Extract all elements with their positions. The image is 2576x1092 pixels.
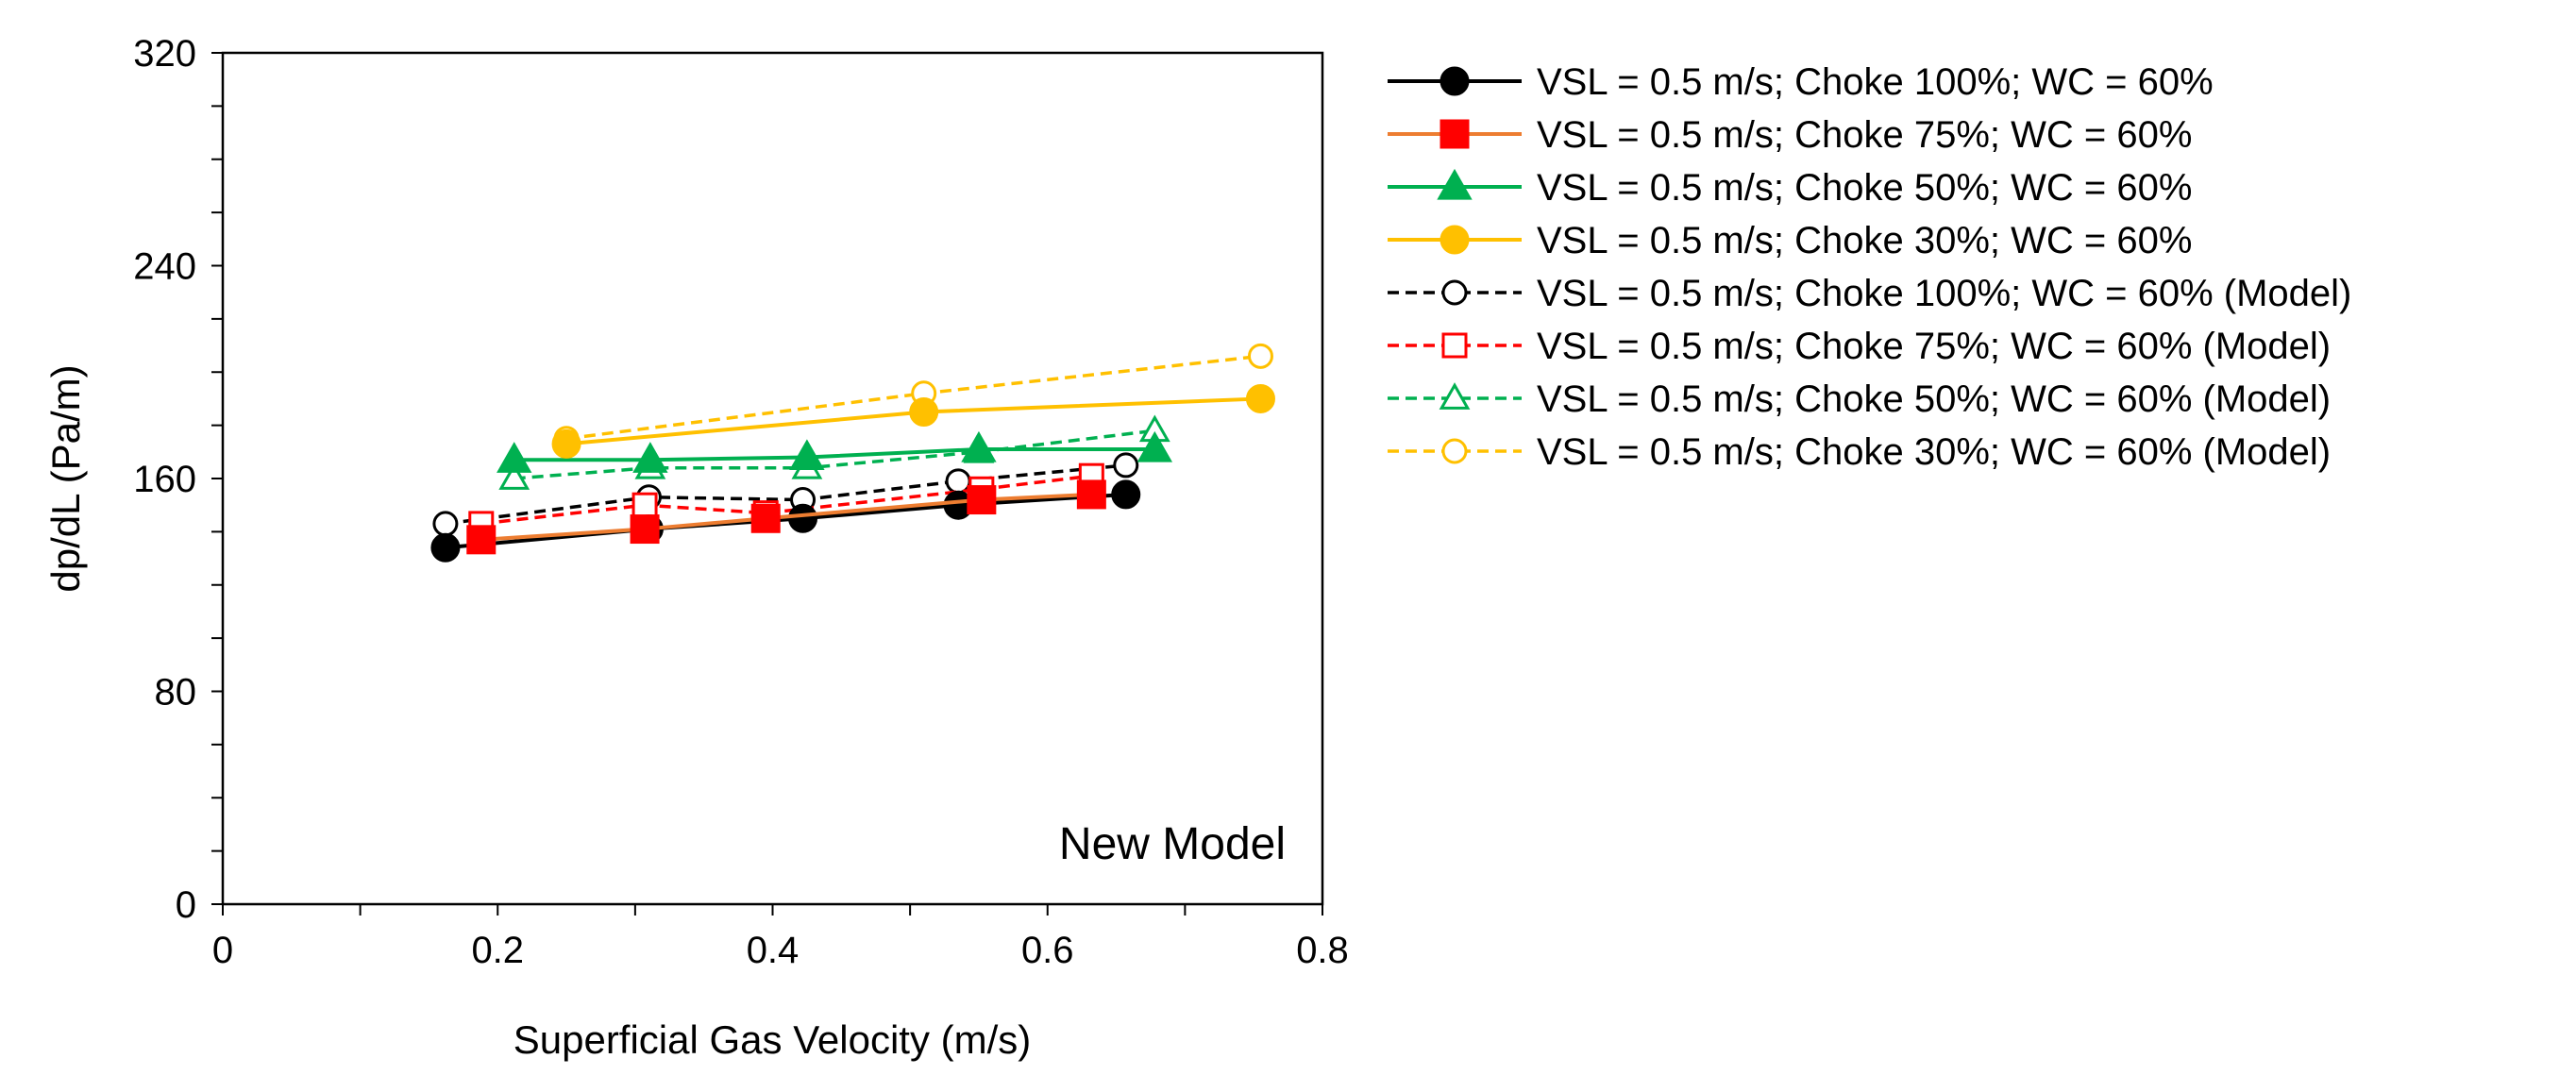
legend-label: VSL = 0.5 m/s; Choke 30%; WC = 60% [1537,220,2192,261]
legend-marker [1441,438,1468,464]
data-point [1076,479,1106,510]
y-tick-label: 80 [155,672,197,714]
x-tick-label: 0.4 [747,930,800,971]
y-tick-labels: 0 80 160 240 320 [133,33,196,926]
data-point [909,397,939,428]
series-3 [497,430,1173,473]
data-point [551,428,581,459]
series-2 [466,479,1106,555]
new-model-annotation: New Model [1059,819,1286,869]
x-axis-title: Superficial Gas Velocity (m/s) [514,1017,1032,1062]
legend-marker [1440,225,1470,255]
legend-item: VSL = 0.5 m/s; Choke 30%; WC = 60% (Mode… [1388,431,2331,473]
x-tick-label: 0.2 [471,930,524,971]
plot-area [221,51,1324,906]
legend-label: VSL = 0.5 m/s; Choke 50%; WC = 60% (Mode… [1537,378,2331,420]
legend-label: VSL = 0.5 m/s; Choke 50%; WC = 60% [1537,167,2192,209]
data-point [1113,452,1139,479]
legend-label: VSL = 0.5 m/s; Choke 75%; WC = 60% (Mode… [1537,326,2331,367]
y-tick-label: 320 [133,33,196,75]
data-point [1111,479,1141,510]
data-point [631,492,658,518]
legend-marker [1441,279,1468,306]
legend-label: VSL = 0.5 m/s; Choke 100%; WC = 60% [1537,61,2214,103]
data-point [750,503,781,533]
x-tick-label: 0 [212,930,233,971]
legend-label: VSL = 0.5 m/s; Choke 75%; WC = 60% [1537,114,2192,156]
legend-item: VSL = 0.5 m/s; Choke 50%; WC = 60% [1388,167,2192,209]
data-point [632,442,668,473]
legend-marker [1439,382,1471,410]
data-point [630,514,660,545]
series-layer [430,343,1275,563]
legend-item: VSL = 0.5 m/s; Choke 100%; WC = 60% (Mod… [1388,273,2351,314]
legend-item: VSL = 0.5 m/s; Choke 75%; WC = 60% (Mode… [1388,326,2331,367]
data-point [432,511,459,537]
x-tick-label: 0.8 [1296,930,1349,971]
series-line [480,474,1092,526]
data-point [788,503,818,533]
y-tick-label: 160 [133,459,196,500]
data-point [945,468,971,495]
data-point [1247,343,1273,369]
series-4 [551,383,1275,459]
data-point [498,462,530,490]
y-axis-title: dp/dL (Pa/m) [43,364,88,592]
data-point [967,485,997,515]
legend-marker [1437,168,1473,200]
y-tick-label: 0 [176,884,196,926]
axis-ticks [211,52,1323,916]
y-tick-label: 240 [133,246,196,288]
legend-item: VSL = 0.5 m/s; Choke 100%; WC = 60% [1388,61,2214,103]
data-point [1136,430,1173,462]
legend-label: VSL = 0.5 m/s; Choke 30%; WC = 60% (Mode… [1537,431,2331,473]
data-point [466,525,497,555]
legend: VSL = 0.5 m/s; Choke 100%; WC = 60% VSL =… [1388,61,2351,473]
legend-marker [1440,119,1470,149]
legend-marker [1440,66,1470,96]
data-point [430,532,461,563]
legend-item: VSL = 0.5 m/s; Choke 30%; WC = 60% [1388,220,2192,261]
data-point [961,430,997,462]
legend-item: VSL = 0.5 m/s; Choke 50%; WC = 60% (Mode… [1388,378,2331,420]
data-point [1245,383,1275,413]
data-point [497,442,532,473]
legend-label: VSL = 0.5 m/s; Choke 100%; WC = 60% (Mod… [1537,273,2351,314]
data-point [789,439,825,471]
x-tick-labels: 0 0.2 0.4 0.6 0.8 [212,930,1349,971]
x-tick-label: 0.6 [1021,930,1074,971]
legend-item: VSL = 0.5 m/s; Choke 75%; WC = 60% [1388,114,2192,156]
legend-marker [1441,332,1468,359]
